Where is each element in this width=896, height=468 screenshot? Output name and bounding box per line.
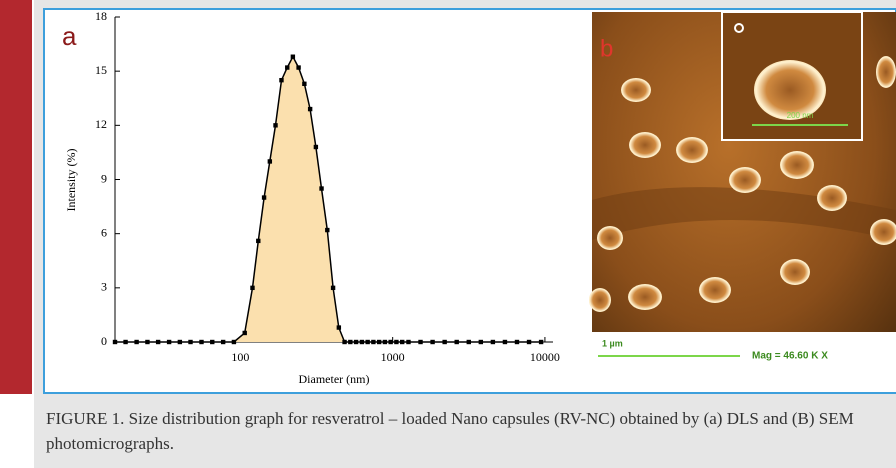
marker (359, 339, 365, 345)
marker (261, 195, 267, 200)
particle (780, 259, 810, 285)
marker (365, 339, 370, 345)
y-tick-label: 6 (101, 225, 107, 239)
marker (296, 65, 301, 70)
figure: 200 nm 1 µm Mag = 46.60 K X b a Diameter… (0, 0, 896, 394)
marker (231, 339, 237, 345)
marker (442, 339, 447, 345)
marker (273, 123, 278, 128)
marker (406, 339, 411, 345)
particle (729, 167, 761, 193)
line (115, 55, 542, 343)
sem-image: 200 nm 1 µm Mag = 46.60 K X b (589, 11, 896, 392)
particle (780, 151, 814, 179)
marker (502, 339, 508, 345)
x-tick-label: 1000 (381, 350, 405, 364)
particle (589, 288, 611, 312)
marker (145, 339, 150, 345)
marker (290, 54, 296, 59)
marker (302, 81, 307, 87)
marker (330, 285, 336, 291)
marker (466, 339, 471, 345)
inset-particle (754, 60, 826, 120)
particle (621, 78, 651, 102)
panel-label: a (62, 21, 77, 51)
marker (250, 285, 255, 291)
particle (876, 56, 896, 88)
marker (388, 339, 393, 345)
marker (342, 339, 347, 345)
y-tick-label: 3 (101, 280, 107, 294)
particle (628, 284, 662, 310)
marker (199, 339, 204, 345)
marker (348, 339, 353, 345)
marker (313, 144, 319, 150)
marker (267, 159, 273, 164)
inset-scale-label: 200 nm (787, 111, 814, 120)
side-bar (0, 0, 32, 394)
y-tick-label: 9 (101, 171, 107, 185)
particle (870, 219, 896, 245)
marker (220, 339, 226, 345)
marker (285, 65, 290, 70)
marker (177, 339, 183, 345)
marker (256, 238, 261, 244)
marker (112, 339, 118, 345)
y-tick-label: 12 (95, 117, 107, 131)
marker (376, 339, 382, 345)
marker (319, 186, 324, 191)
marker (134, 339, 139, 345)
particle (676, 137, 708, 163)
scale-label: 1 µm (602, 338, 623, 348)
marker (155, 339, 161, 345)
marker (325, 227, 330, 233)
marker (307, 106, 313, 112)
y-axis-label: Intensity (%) (64, 149, 78, 212)
marker (430, 339, 435, 345)
marker (382, 339, 388, 345)
scale-strip (592, 332, 896, 392)
area (115, 56, 542, 342)
marker (526, 339, 532, 345)
marker (279, 77, 284, 83)
y-tick-label: 15 (95, 63, 107, 77)
marker (242, 330, 247, 336)
caption: FIGURE 1. Size distribution graph for re… (34, 394, 896, 468)
x-axis-label: Diameter (nm) (299, 372, 370, 386)
particle (699, 277, 731, 303)
marker (418, 339, 423, 345)
y-tick-label: 18 (95, 9, 107, 23)
particle (597, 226, 623, 250)
marker (188, 339, 193, 345)
particle (817, 185, 847, 211)
marker (394, 339, 399, 345)
marker (166, 339, 172, 345)
marker (123, 339, 128, 345)
marker (538, 339, 544, 345)
marker (490, 339, 496, 345)
marker (336, 325, 342, 330)
panel-label: b (600, 35, 613, 62)
magnification: Mag = 46.60 K X (752, 351, 828, 362)
x-tick-label: 100 (231, 350, 249, 364)
y-tick-label: 0 (101, 334, 107, 348)
marker (514, 339, 520, 345)
particle (629, 132, 661, 158)
marker (210, 339, 215, 345)
x-tick-label: 10000 (530, 350, 560, 364)
marker (371, 339, 376, 345)
marker (454, 339, 459, 345)
marker (478, 339, 484, 345)
marker (400, 339, 405, 345)
marker (353, 339, 359, 345)
particles (589, 56, 896, 312)
inset-marker (734, 23, 744, 33)
